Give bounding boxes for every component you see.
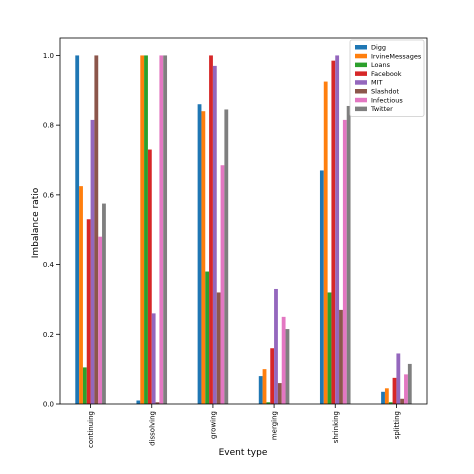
bar-infectious-splitting: [404, 374, 408, 404]
bar-mit-continuing: [90, 119, 95, 404]
bar-loans-merging: [266, 402, 271, 404]
x-tick-label-shrinking: shrinking: [332, 411, 340, 443]
bar-digg-merging: [258, 376, 263, 404]
legend-label-infectious: Infectious: [371, 96, 403, 104]
bar-mit-growing: [212, 65, 217, 404]
bar-loans-dissolving: [144, 55, 148, 405]
legend: DiggIrvineMessagesLoansFacebookMITSlashd…: [349, 39, 425, 117]
bar-twitter-shrinking: [346, 105, 351, 404]
bar-loans-shrinking: [327, 292, 332, 404]
bar-facebook-shrinking: [331, 60, 336, 404]
bar-infectious-growing: [220, 165, 225, 404]
legend-swatch-infectious: [355, 97, 367, 103]
legend-swatch-slashdot: [355, 89, 367, 94]
y-tick-label: 1.0: [43, 52, 54, 60]
bar-facebook-splitting: [392, 377, 397, 404]
bar-slashdot-continuing: [94, 55, 99, 405]
bar-irvinemessages-shrinking: [323, 81, 328, 404]
bar-irvinemessages-splitting: [384, 388, 389, 404]
x-tick-label-merging: merging: [271, 411, 279, 440]
bar-irvinemessages-dissolving: [140, 55, 145, 405]
bar-infectious-dissolving: [159, 55, 164, 405]
legend-swatch-loans: [355, 62, 367, 68]
bar-irvinemessages-growing: [201, 111, 206, 404]
legend-box: [349, 39, 425, 117]
bar-slashdot-shrinking: [339, 309, 343, 404]
bar-twitter-splitting: [407, 363, 412, 404]
legend-swatch-facebook: [355, 71, 367, 76]
y-axis: 0.0 0.2 0.4 0.6 0.8 1.0: [43, 52, 60, 409]
bar-facebook-dissolving: [147, 149, 152, 404]
x-tick-label-splitting: splitting: [393, 411, 401, 439]
legend-swatch-irvinemessages: [355, 53, 367, 59]
bar-facebook-growing: [209, 55, 213, 405]
legend-label-slashdot: Slashdot: [371, 88, 400, 96]
bar-mit-dissolving: [151, 313, 156, 404]
legend-swatch-digg: [355, 45, 367, 50]
bar-digg-growing: [197, 104, 202, 404]
bar-facebook-merging: [270, 348, 275, 404]
bar-infectious-shrinking: [342, 119, 347, 404]
bar-facebook-continuing: [86, 219, 91, 404]
y-tick-label: 0.0: [43, 401, 54, 409]
legend-swatch-twitter: [355, 106, 367, 112]
legend-label-loans: Loans: [371, 61, 391, 69]
x-axis: continuing dissolving growing merging shrink…: [87, 404, 401, 448]
bar-infectious-merging: [281, 316, 286, 404]
bar-slashdot-growing: [216, 292, 221, 404]
bar-digg-splitting: [381, 391, 385, 404]
bar-slashdot-splitting: [400, 398, 405, 404]
plot-frame: [59, 37, 428, 405]
bar-digg-continuing: [75, 55, 80, 405]
bar-slashdot-dissolving: [155, 402, 160, 404]
legend-label-twitter: Twitter: [370, 105, 393, 113]
bar-mit-merging: [274, 288, 278, 404]
legend-swatch-mit: [355, 80, 367, 85]
bar-digg-dissolving: [136, 400, 141, 404]
x-tick-label-dissolving: dissolving: [148, 411, 156, 446]
bar-irvinemessages-merging: [262, 369, 267, 404]
x-axis-label: Event type: [219, 448, 268, 458]
bar-twitter-merging: [285, 329, 290, 404]
bar-twitter-growing: [224, 109, 229, 405]
bar-twitter-continuing: [102, 203, 106, 404]
bar-loans-growing: [205, 271, 210, 404]
bar-loans-splitting: [388, 402, 393, 404]
legend-label-irvinemessages: IrvineMessages: [371, 52, 422, 60]
x-tick-label-growing: growing: [209, 411, 217, 439]
bar-mit-shrinking: [335, 55, 340, 405]
bar-digg-shrinking: [319, 170, 324, 404]
plot-area: [75, 55, 412, 405]
x-tick-label-continuing: continuing: [87, 411, 95, 448]
bar-mit-splitting: [396, 353, 401, 404]
bar-infectious-continuing: [98, 236, 103, 404]
bar-twitter-dissolving: [163, 55, 168, 405]
y-tick-label: 0.4: [43, 261, 55, 269]
y-tick-label: 0.6: [43, 191, 55, 199]
legend-label-digg: Digg: [371, 44, 386, 52]
bar-slashdot-merging: [277, 383, 282, 404]
bar-loans-continuing: [82, 367, 87, 404]
y-axis-label: Imbalance ratio: [31, 187, 41, 258]
bar-irvinemessages-continuing: [79, 186, 83, 404]
y-tick-label: 0.8: [43, 122, 54, 130]
legend-label-facebook: Facebook: [371, 70, 402, 78]
y-tick-label: 0.2: [43, 331, 54, 339]
legend-label-mit: MIT: [371, 79, 383, 87]
